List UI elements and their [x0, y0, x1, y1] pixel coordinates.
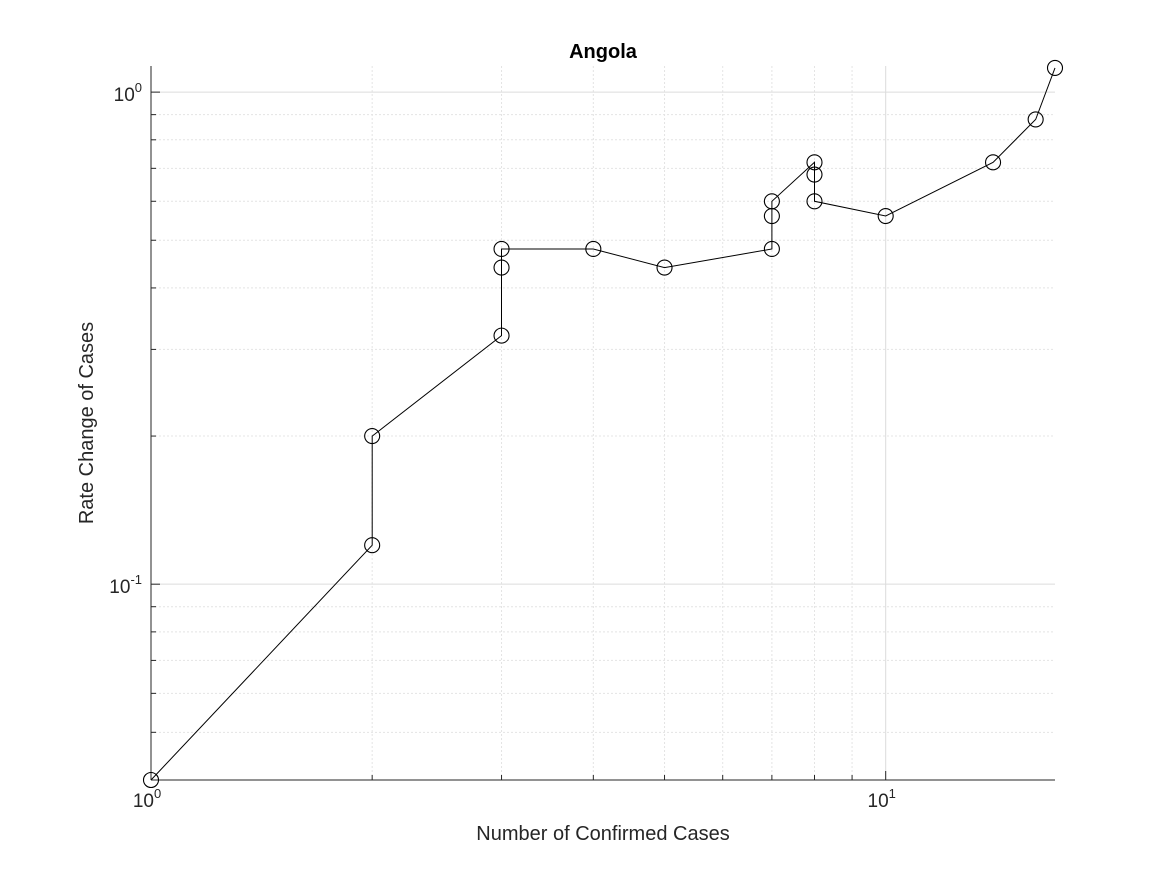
data-point [142, 771, 160, 789]
y-tick-exponent: -1 [130, 572, 142, 587]
data-point [585, 240, 602, 258]
y-tick-exponent: 0 [135, 80, 142, 95]
data-point [985, 154, 1002, 171]
data-point [493, 259, 510, 276]
x-axis-label: Number of Confirmed Cases [476, 823, 729, 845]
plot-area [151, 66, 1055, 780]
series-line [150, 67, 1056, 781]
x-tick-exponent: 0 [154, 786, 161, 801]
data-point [877, 207, 894, 225]
x-tick-base: 10 [133, 791, 154, 812]
data-point [493, 240, 510, 258]
data-point [1046, 59, 1064, 76]
x-tick-exponent: 1 [889, 786, 896, 801]
y-tick-base: 10 [114, 85, 135, 106]
data-point [364, 428, 381, 445]
y-tick-label: 10-1 [109, 572, 142, 598]
y-tick-base: 10 [109, 577, 130, 598]
x-tick-label: 101 [868, 786, 896, 812]
data-point [493, 327, 510, 344]
x-tick-label: 100 [133, 786, 161, 812]
series-layer [142, 59, 1064, 789]
data-point [763, 240, 780, 258]
data-point [806, 166, 823, 183]
y-tick-label: 100 [114, 80, 142, 106]
chart-title: Angola [569, 41, 638, 63]
y-axis-label: Rate Change of Cases [76, 322, 98, 524]
data-point [1027, 111, 1044, 128]
data-point [806, 154, 823, 171]
data-point [656, 259, 673, 276]
data-point [806, 193, 823, 210]
data-point [763, 193, 780, 210]
data-point [364, 537, 381, 554]
x-tick-base: 10 [868, 791, 889, 812]
